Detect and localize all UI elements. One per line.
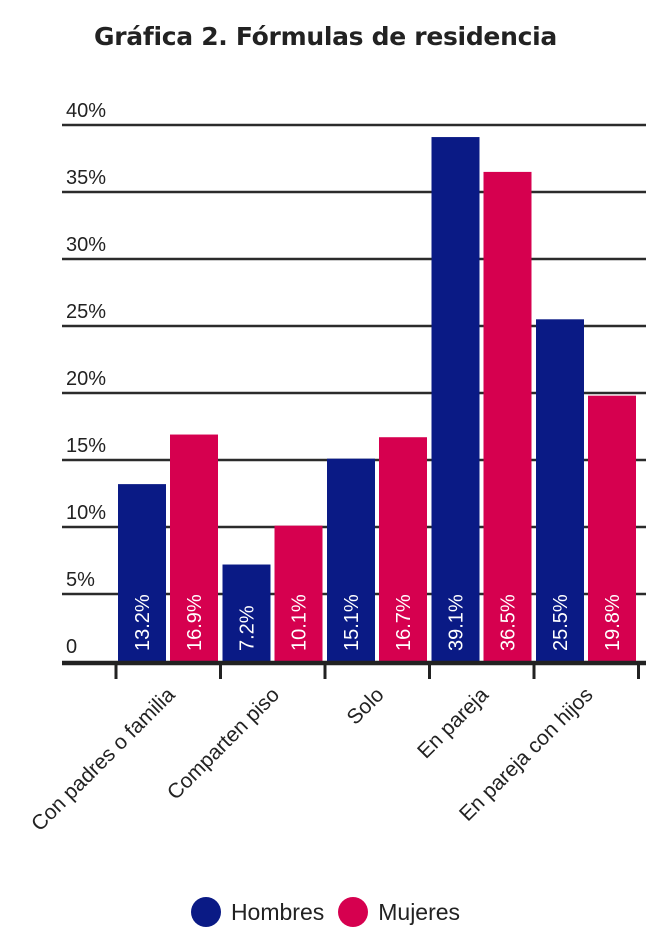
- bar-value-label: 15.1%: [341, 594, 363, 651]
- y-tick-label: 40%: [66, 100, 106, 122]
- category-label: Comparten piso: [163, 683, 284, 804]
- bar-value-label: 13.2%: [132, 594, 154, 651]
- bar-mujeres: [274, 525, 323, 661]
- bar-value-label: 7.2%: [237, 605, 259, 651]
- bar-mujeres: [170, 434, 218, 661]
- bar-mujeres: [483, 171, 532, 661]
- bars: 13.2% 16.9% 7.2% 10.1% 15.1% 16.7% 39.1% 36.5% 2…: [118, 137, 636, 661]
- bar-value-label: 39.1%: [446, 594, 468, 651]
- bar-value-label: 25.5%: [550, 594, 572, 651]
- bar-hombres: [222, 564, 271, 661]
- y-tick-label: 30%: [66, 234, 106, 256]
- bar-hombres: [118, 484, 166, 661]
- y-tick-label: 35%: [66, 167, 106, 189]
- y-tick-label: 5%: [66, 569, 95, 591]
- category-label: En pareja: [413, 683, 493, 763]
- category-label: Solo: [343, 683, 389, 729]
- category-label: Con padres o familia: [27, 683, 180, 836]
- y-tick-label: 0: [66, 636, 77, 658]
- legend: Hombres Mujeres: [0, 897, 651, 927]
- bar-value-label: 10.1%: [289, 594, 311, 651]
- bar-value-label: 16.7%: [393, 594, 415, 651]
- y-tick-label: 15%: [66, 435, 106, 457]
- bar-value-label: 36.5%: [498, 594, 520, 651]
- legend-swatch-hombres: [190, 897, 221, 927]
- y-tick-label: 10%: [66, 502, 106, 524]
- legend-item-hombres: Hombres: [190, 897, 325, 927]
- bar-hombres: [327, 458, 375, 661]
- legend-label-hombres: Hombres: [230, 898, 325, 925]
- bar-hombres: [536, 319, 584, 661]
- legend-swatch-mujeres: [338, 897, 369, 927]
- y-tick-labels: 0 5% 10% 15% 20% 25% 30% 35% 40%: [66, 100, 106, 658]
- x-axis: [62, 660, 646, 679]
- legend-item-mujeres: Mujeres: [338, 897, 460, 927]
- bar-value-label: 19.8%: [602, 594, 624, 651]
- bar-mujeres: [588, 395, 636, 661]
- y-tick-label: 20%: [66, 368, 106, 390]
- y-tick-label: 25%: [66, 301, 106, 323]
- bar-value-label: 16.9%: [184, 594, 206, 651]
- bar-hombres: [431, 137, 480, 661]
- legend-label-mujeres: Mujeres: [378, 898, 461, 925]
- chart-title: Gráfica 2. Fórmulas de residencia: [94, 22, 557, 51]
- bar-mujeres: [379, 437, 427, 661]
